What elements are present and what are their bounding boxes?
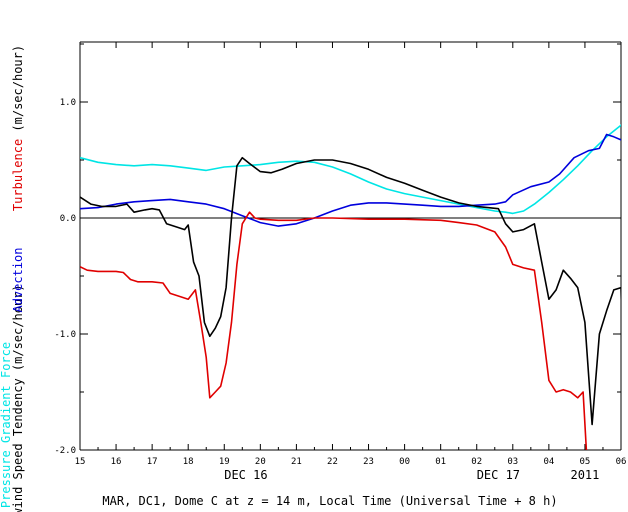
ylabel-wind-speed-part: wind Speed Tendency <box>11 378 25 512</box>
x-tick-label: 18 <box>183 457 194 467</box>
x-tick-label: 01 <box>435 457 446 467</box>
x-tick-label: 21 <box>291 457 302 467</box>
ylabel-turbulence-part: Turbulence <box>11 139 25 211</box>
series-layer <box>80 124 621 450</box>
series-line-2 <box>80 211 588 450</box>
y-tick-label: 1.0 <box>60 98 76 108</box>
series-line-3 <box>80 156 621 426</box>
x-tick-label: 03 <box>507 457 518 467</box>
x-tick-label: 20 <box>255 457 266 467</box>
date-label: 2011 <box>570 468 599 482</box>
ylabel-advection: Advection <box>11 247 25 312</box>
labels-layer: MAR, DC1, Dome C at z = 14 m, Local Time… <box>0 45 599 512</box>
date-label: DEC 16 <box>224 468 267 482</box>
y-tick-label: 0.0 <box>60 214 76 224</box>
ylabel-wind-speed-part: (m/sec/hour) <box>11 284 25 378</box>
ylabel-pressure-gradient-part: Pressure Gradient Force <box>0 342 13 508</box>
x-tick-label: 19 <box>219 457 230 467</box>
x-axis-label: MAR, DC1, Dome C at z = 14 m, Local Time… <box>102 494 557 508</box>
ylabel-pressure-gradient: Pressure Gradient Force <box>0 342 13 508</box>
series-line-1 <box>80 133 621 227</box>
date-label: DEC 17 <box>477 468 520 482</box>
x-tick-label: 02 <box>471 457 482 467</box>
x-tick-label: 23 <box>363 457 374 467</box>
y-tick-label: -2.0 <box>54 446 76 456</box>
x-tick-label: 06 <box>616 457 627 467</box>
x-tick-label: 05 <box>580 457 591 467</box>
series-line-0 <box>80 124 621 215</box>
y-tick-label: -1.0 <box>54 330 76 340</box>
x-tick-label: 04 <box>543 457 554 467</box>
ylabel-wind-speed: wind Speed Tendency (m/sec/hour) <box>11 284 25 512</box>
x-tick-label: 00 <box>399 457 410 467</box>
ylabel-turbulence-part: (m/sec/hour) <box>11 45 25 139</box>
ylabel-advection-part: Advection <box>11 247 25 312</box>
x-tick-label: 22 <box>327 457 338 467</box>
ylabel-turbulence: Turbulence (m/sec/hour) <box>11 45 25 211</box>
x-tick-label: 16 <box>111 457 122 467</box>
x-tick-label: 17 <box>147 457 158 467</box>
x-tick-label: 15 <box>75 457 86 467</box>
